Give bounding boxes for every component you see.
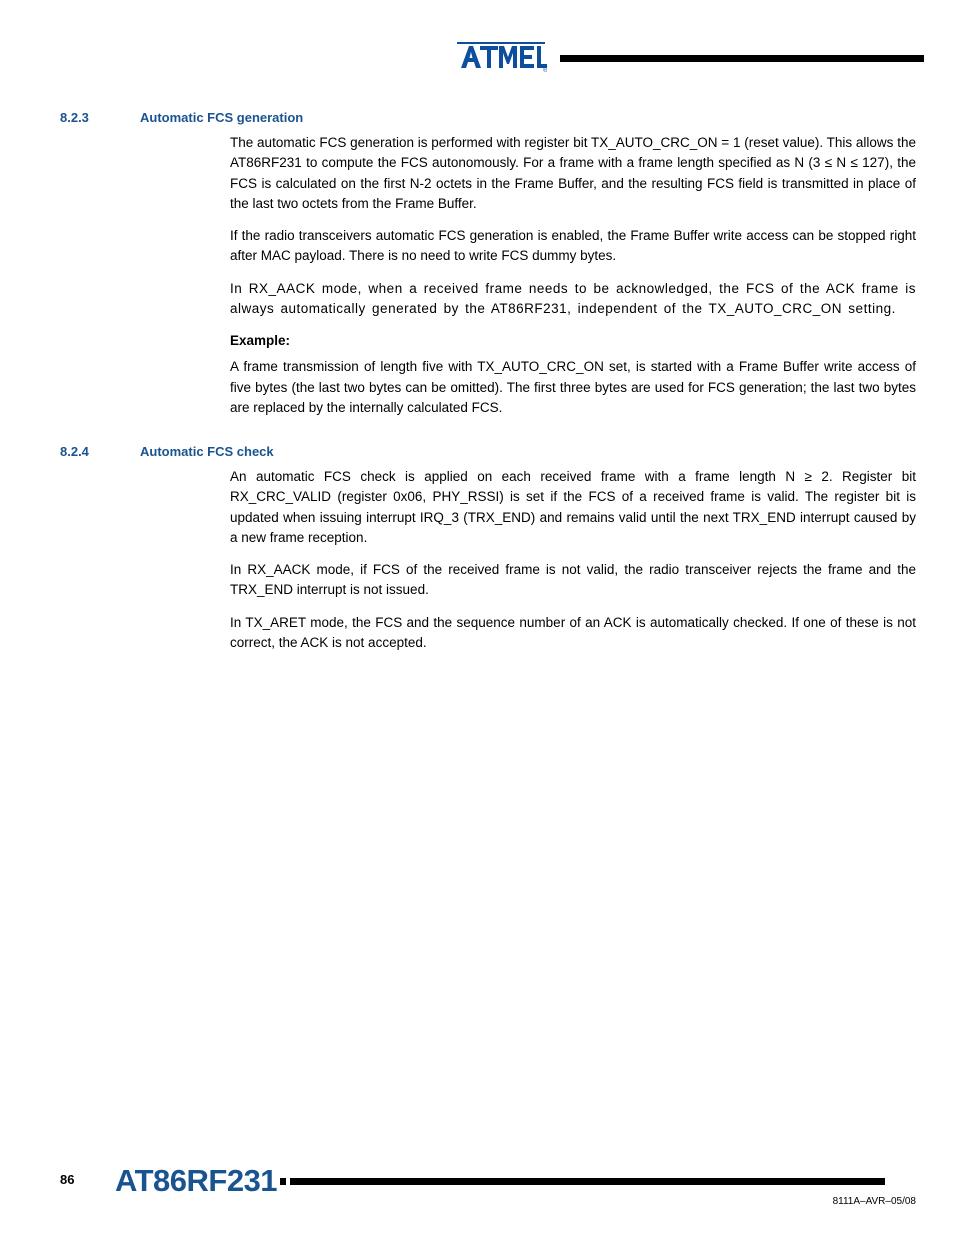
page-header: ® [0, 40, 954, 80]
atmel-logo: ® [455, 40, 547, 79]
paragraph: In RX_AACK mode, if FCS of the received … [230, 560, 916, 601]
section-number: 8.2.4 [60, 444, 140, 459]
section-number: 8.2.3 [60, 110, 140, 125]
page-number: 86 [60, 1172, 74, 1187]
paragraph: In RX_AACK mode, when a received frame n… [230, 279, 916, 320]
footer-rule [290, 1178, 885, 1185]
svg-text:®: ® [543, 66, 547, 74]
footer-rule-segment [280, 1178, 286, 1185]
section-heading: 8.2.3 Automatic FCS generation [60, 110, 916, 125]
product-name: AT86RF231 [115, 1163, 277, 1199]
document-id: 8111A–AVR–05/08 [833, 1196, 916, 1207]
section-heading: 8.2.4 Automatic FCS check [60, 444, 916, 459]
section-body: The automatic FCS generation is performe… [230, 133, 916, 418]
page-footer: 86 AT86RF231 8111A–AVR–05/08 [0, 1149, 954, 1199]
section-title: Automatic FCS generation [140, 110, 303, 125]
example-label: Example: [230, 331, 916, 351]
paragraph: If the radio transceivers automatic FCS … [230, 226, 916, 267]
example-text: A frame transmission of length five with… [230, 357, 916, 418]
section-body: An automatic FCS check is applied on eac… [230, 467, 916, 653]
page-content: 8.2.3 Automatic FCS generation The autom… [60, 110, 916, 665]
header-rule [560, 55, 924, 62]
paragraph: An automatic FCS check is applied on eac… [230, 467, 916, 548]
paragraph: In TX_ARET mode, the FCS and the sequenc… [230, 613, 916, 654]
paragraph: The automatic FCS generation is performe… [230, 133, 916, 214]
section-title: Automatic FCS check [140, 444, 274, 459]
